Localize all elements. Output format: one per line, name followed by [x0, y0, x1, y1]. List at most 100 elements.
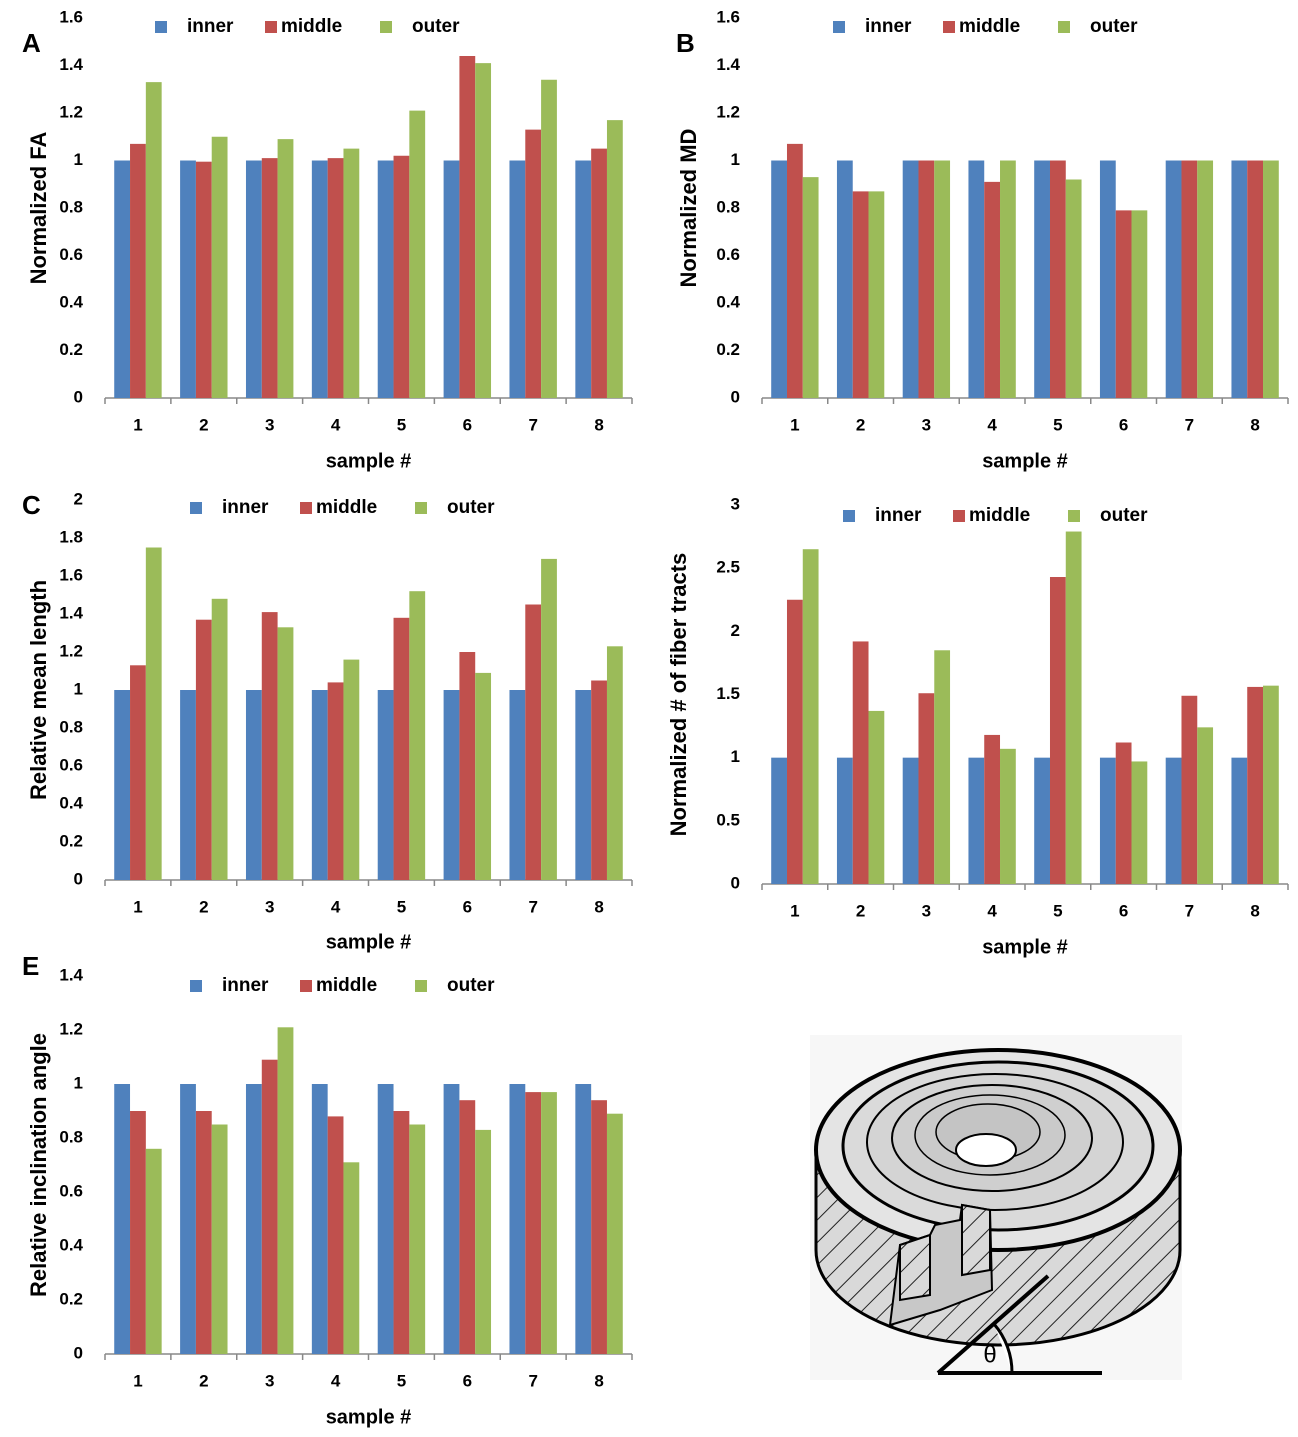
- panel-label: E: [22, 951, 39, 981]
- bar: [212, 599, 228, 880]
- y-tick-label: 0: [74, 1343, 83, 1362]
- x-tick-label: 6: [463, 1371, 472, 1390]
- x-tick-label: 7: [528, 897, 537, 916]
- bar: [541, 80, 557, 398]
- panel-label: B: [676, 28, 695, 58]
- bar: [1197, 727, 1213, 884]
- legend-swatch: [415, 980, 427, 992]
- bar: [984, 182, 1000, 398]
- bar: [212, 1125, 228, 1355]
- y-tick-label: 1.6: [716, 7, 740, 26]
- bar: [246, 690, 262, 880]
- bar: [114, 1084, 130, 1354]
- y-axis-title: Normalized FA: [26, 131, 51, 284]
- bar: [312, 1084, 328, 1354]
- bar: [246, 1084, 262, 1354]
- bar: [869, 711, 885, 884]
- bar: [575, 1084, 591, 1354]
- bar: [1066, 532, 1082, 884]
- legend-label: middle: [959, 16, 1020, 37]
- y-tick-label: 0.6: [59, 1181, 83, 1200]
- bar: [1166, 161, 1182, 399]
- x-tick-label: 4: [331, 415, 341, 434]
- x-tick-label: 8: [1250, 415, 1259, 434]
- bar: [1247, 687, 1263, 884]
- bar: [262, 612, 278, 880]
- x-axis-title: sample #: [326, 1406, 412, 1428]
- bar: [1181, 696, 1197, 884]
- bar: [130, 144, 146, 398]
- legend-swatch: [265, 21, 277, 33]
- bar: [853, 191, 869, 398]
- x-tick-label: 5: [397, 415, 406, 434]
- bar: [262, 158, 278, 398]
- y-tick-label: 2.5: [716, 558, 740, 577]
- bar: [934, 161, 950, 399]
- y-tick-label: 0: [74, 387, 83, 406]
- bar: [1181, 161, 1197, 399]
- x-tick-label: 6: [1119, 415, 1128, 434]
- x-tick-label: 1: [133, 415, 142, 434]
- legend-swatch: [1068, 510, 1080, 522]
- bar: [475, 1130, 491, 1354]
- bar: [803, 177, 819, 398]
- chart-panel: Normalized # of fiber tractssample #00.5…: [666, 494, 1288, 958]
- panel-label: C: [22, 490, 41, 520]
- x-tick-label: 1: [133, 1371, 142, 1390]
- legend-label: inner: [875, 505, 922, 526]
- chart-panel: ERelative inclination anglesample #00.20…: [22, 951, 632, 1428]
- bar: [130, 665, 146, 880]
- legend-label: outer: [1090, 16, 1138, 37]
- bar: [1166, 758, 1182, 884]
- y-tick-label: 0.8: [716, 197, 740, 216]
- y-tick-label: 2: [731, 621, 740, 640]
- x-tick-label: 6: [463, 415, 472, 434]
- y-tick-label: 3: [731, 494, 740, 513]
- bar: [328, 1116, 344, 1354]
- legend-swatch: [953, 510, 965, 522]
- x-tick-label: 3: [265, 897, 274, 916]
- x-tick-label: 4: [331, 897, 341, 916]
- y-tick-label: 1.2: [59, 1019, 83, 1038]
- bar: [541, 1092, 557, 1354]
- bar: [328, 158, 344, 398]
- x-tick-label: 7: [1185, 901, 1194, 920]
- y-tick-label: 0.2: [716, 340, 740, 359]
- bar: [918, 161, 934, 399]
- bar: [328, 682, 344, 880]
- bar: [1050, 161, 1066, 399]
- bar: [343, 149, 359, 398]
- x-tick-label: 2: [856, 901, 865, 920]
- bar: [146, 1149, 162, 1354]
- bar: [212, 137, 228, 398]
- y-tick-label: 1.2: [59, 102, 83, 121]
- x-tick-label: 2: [199, 897, 208, 916]
- bar: [444, 161, 460, 399]
- bar: [130, 1111, 146, 1354]
- legend-swatch: [943, 21, 955, 33]
- bar: [591, 149, 607, 398]
- legend-swatch: [1058, 21, 1070, 33]
- bar: [509, 690, 525, 880]
- y-tick-label: 1.4: [716, 55, 740, 74]
- y-tick-label: 1.5: [716, 684, 740, 703]
- x-tick-label: 2: [199, 415, 208, 434]
- bar: [837, 161, 853, 399]
- y-tick-label: 0.4: [716, 292, 740, 311]
- bar: [409, 591, 425, 880]
- bar: [246, 161, 262, 399]
- bar: [1132, 761, 1148, 884]
- pith: [956, 1134, 1016, 1166]
- x-tick-label: 1: [790, 415, 799, 434]
- y-tick-label: 0.4: [59, 1235, 83, 1254]
- y-axis-title: Normalized # of fiber tracts: [666, 553, 691, 837]
- bar: [459, 1100, 475, 1354]
- bar: [509, 161, 525, 399]
- x-tick-label: 6: [1119, 901, 1128, 920]
- y-axis-title: Normalized MD: [676, 129, 701, 288]
- y-tick-label: 0.5: [716, 810, 740, 829]
- bar: [1034, 758, 1050, 884]
- legend-swatch: [190, 980, 202, 992]
- legend-label: middle: [281, 16, 342, 37]
